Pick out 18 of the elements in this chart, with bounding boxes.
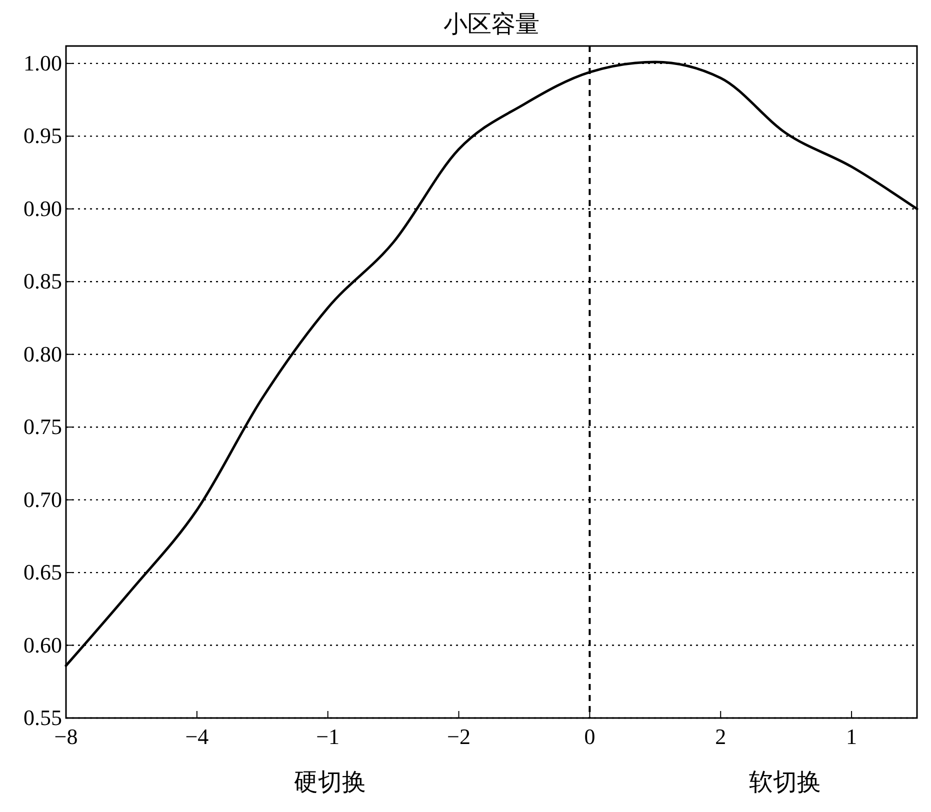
y-tick-label: 0.75 — [24, 414, 62, 440]
x-tick-label: 2 — [715, 724, 726, 749]
y-tick-label: 0.95 — [24, 123, 62, 148]
x-tick-label: −4 — [185, 724, 209, 749]
y-tick-label: 1.00 — [24, 50, 62, 76]
chart-title: 小区容量 — [444, 11, 540, 38]
text: 硬切换 — [294, 770, 366, 796]
y-tick-label: 0.90 — [24, 196, 62, 221]
x-tick-label: −1 — [316, 724, 340, 749]
y-tick-label: 0.60 — [24, 632, 62, 658]
y-tick-label: 0.70 — [24, 486, 62, 512]
y-tick-label: 0.85 — [24, 268, 62, 294]
text: 软切换 — [749, 770, 822, 796]
y-tick-label: 0.65 — [24, 560, 62, 585]
x-tick-label: 0 — [584, 724, 596, 749]
x-tick-label: −2 — [447, 724, 470, 749]
x-tick-label: 1 — [846, 724, 858, 749]
y-tick-label: 0.80 — [24, 341, 62, 366]
